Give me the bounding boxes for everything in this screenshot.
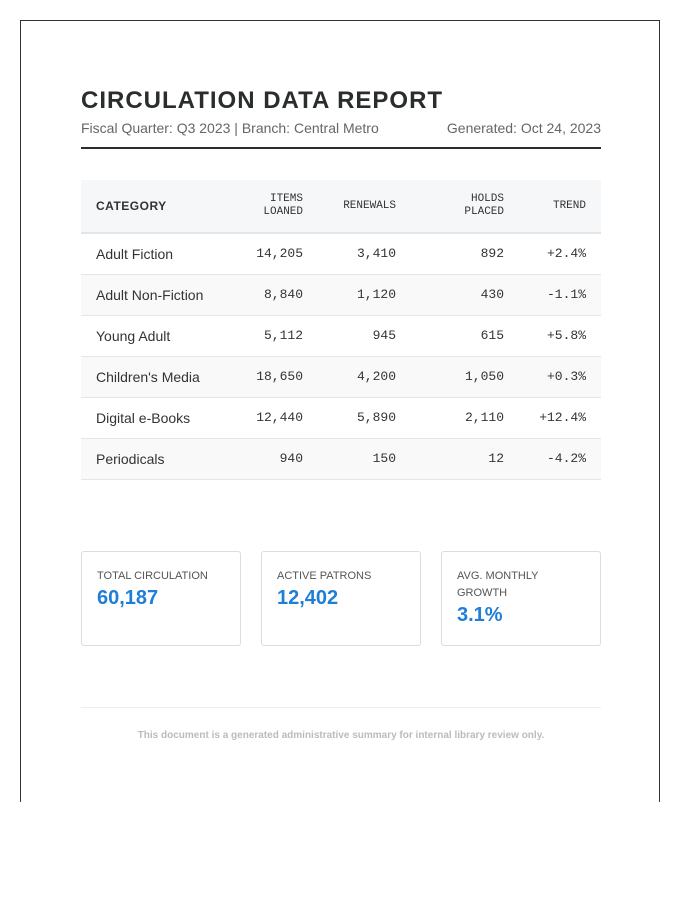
footer-note: This document is a generated administrat…: [137, 730, 545, 741]
cell-renewals: 5,890: [318, 397, 411, 439]
table-row: Adult Fiction 14,205 3,410 892 +2.4%: [81, 233, 601, 275]
cell-items-loaned: 8,840: [225, 274, 318, 316]
cell-holds-placed: 892: [411, 233, 519, 275]
report-meta: Fiscal Quarter: Q3 2023 | Branch: Centra…: [81, 120, 601, 136]
table-row: Young Adult 5,112 945 615 +5.8%: [81, 315, 601, 357]
cell-category: Digital e-Books: [81, 397, 225, 439]
header-divider: [81, 147, 601, 149]
cell-holds-placed: 615: [411, 315, 519, 357]
cell-renewals: 3,410: [318, 233, 411, 275]
cell-trend: -4.2%: [519, 438, 601, 480]
cell-trend: +2.4%: [519, 233, 601, 275]
cell-trend: +12.4%: [519, 397, 601, 439]
cell-renewals: 1,120: [318, 274, 411, 316]
card-label: AVG. MONTHLY GROWTH: [457, 570, 539, 599]
col-category: CATEGORY: [81, 180, 225, 234]
cell-holds-placed: 1,050: [411, 356, 519, 398]
table-row: Digital e-Books 12,440 5,890 2,110 +12.4%: [81, 397, 601, 439]
cell-trend: +5.8%: [519, 315, 601, 357]
cell-renewals: 945: [318, 315, 411, 357]
table-row: Periodicals 940 150 12 -4.2%: [81, 438, 601, 480]
card-label: ACTIVE PATRONS: [277, 570, 372, 582]
cell-category: Adult Fiction: [81, 233, 225, 275]
card-label: TOTAL CIRCULATION: [97, 570, 208, 582]
cell-category: Young Adult: [81, 315, 225, 357]
report-page: CIRCULATION DATA REPORT Fiscal Quarter: …: [20, 20, 660, 802]
cell-holds-placed: 12: [411, 438, 519, 480]
col-holds-placed: HOLDS PLACED: [411, 180, 519, 234]
generated-date: Generated: Oct 24, 2023: [446, 120, 601, 136]
cell-trend: +0.3%: [519, 356, 601, 398]
cell-renewals: 4,200: [318, 356, 411, 398]
cell-category: Adult Non-Fiction: [81, 274, 225, 316]
cell-items-loaned: 18,650: [225, 356, 318, 398]
cell-trend: -1.1%: [519, 274, 601, 316]
footer-divider: [81, 707, 601, 708]
table-row: Adult Non-Fiction 8,840 1,120 430 -1.1%: [81, 274, 601, 316]
cell-holds-placed: 2,110: [411, 397, 519, 439]
table-row: Children's Media 18,650 4,200 1,050 +0.3%: [81, 356, 601, 398]
report-subtitle: Fiscal Quarter: Q3 2023 | Branch: Centra…: [81, 120, 379, 136]
card-value: 12,402: [277, 587, 339, 609]
cell-items-loaned: 940: [225, 438, 318, 480]
cell-category: Children's Media: [81, 356, 225, 398]
summary-cards: TOTAL CIRCULATION 60,187 ACTIVE PATRONS 12…: [81, 551, 601, 646]
cell-renewals: 150: [318, 438, 411, 480]
card-active-patrons: ACTIVE PATRONS 12,402: [261, 551, 421, 646]
table-header: CATEGORY ITEMS LOANED RENEWALS HOLDS PLA…: [81, 180, 601, 234]
cell-items-loaned: 5,112: [225, 315, 318, 357]
card-avg-growth: AVG. MONTHLY GROWTH 3.1%: [441, 551, 601, 646]
cell-items-loaned: 12,440: [225, 397, 318, 439]
report-title: CIRCULATION DATA REPORT: [81, 87, 444, 114]
cell-items-loaned: 14,205: [225, 233, 318, 275]
cell-category: Periodicals: [81, 438, 225, 480]
card-value: 60,187: [97, 587, 159, 609]
circulation-table: CATEGORY ITEMS LOANED RENEWALS HOLDS PLA…: [81, 180, 601, 480]
cell-holds-placed: 430: [411, 274, 519, 316]
col-trend: TREND: [519, 180, 601, 234]
card-value: 3.1%: [457, 604, 503, 626]
col-items-loaned: ITEMS LOANED: [225, 180, 318, 234]
card-total-circulation: TOTAL CIRCULATION 60,187: [81, 551, 241, 646]
col-renewals: RENEWALS: [318, 180, 411, 234]
